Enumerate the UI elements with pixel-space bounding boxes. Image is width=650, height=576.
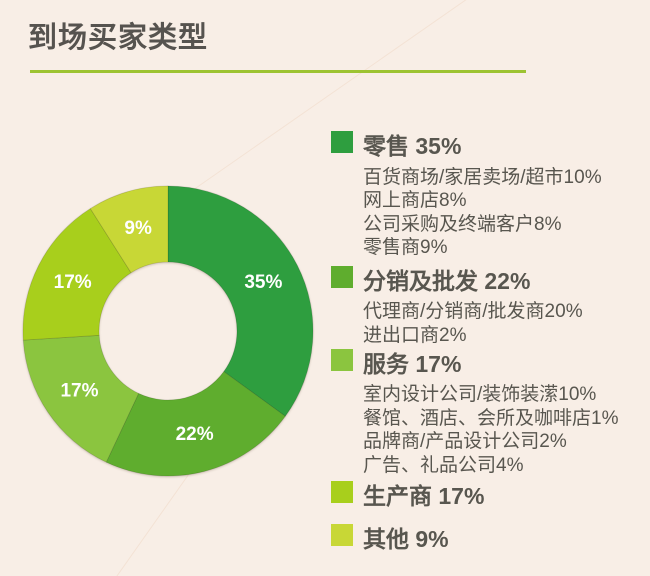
svg-text:17%: 17%	[60, 381, 98, 402]
svg-text:9%: 9%	[124, 218, 152, 239]
svg-text:35%: 35%	[244, 272, 282, 293]
svg-text:17%: 17%	[54, 272, 92, 293]
svg-text:22%: 22%	[176, 424, 214, 445]
